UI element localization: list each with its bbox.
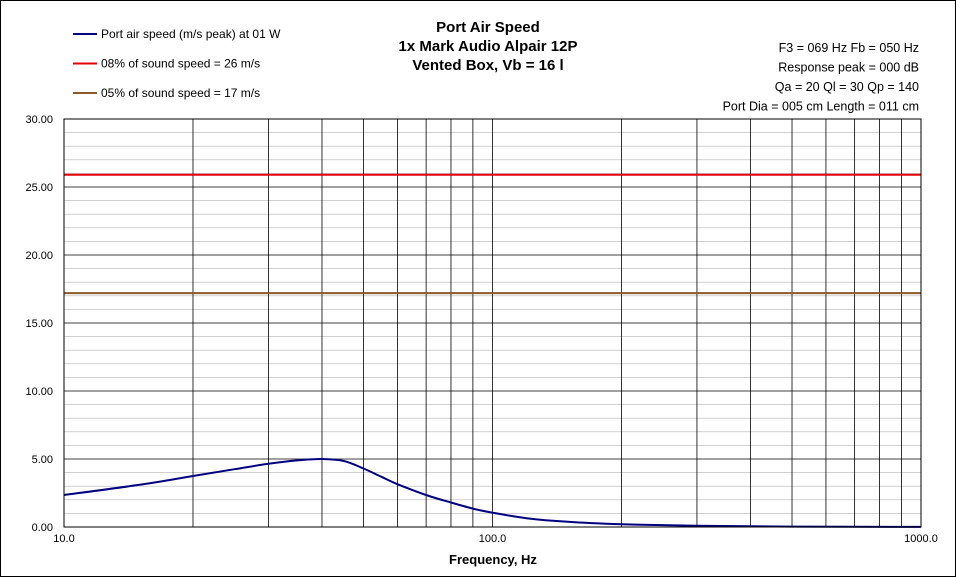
series-group xyxy=(63,173,922,528)
x-tick-label: 100.0 xyxy=(479,533,507,545)
series-line-0 xyxy=(63,457,922,528)
y-tick-label: 25.00 xyxy=(25,182,53,194)
annotation-line: Port Dia = 005 cm Length = 011 cm xyxy=(723,100,919,114)
x-tick-label: 10.0 xyxy=(53,533,74,545)
legend-label-1: 08% of sound speed = 26 m/s xyxy=(101,57,260,71)
legend: Port air speed (m/s peak) at 01 W 08% of … xyxy=(73,27,281,100)
y-tick-label: 0.00 xyxy=(32,522,53,534)
x-tick-label: 1000.0 xyxy=(904,533,938,545)
x-axis-title: Frequency, Hz xyxy=(449,552,537,567)
chart-title-line-2: 1x Mark Audio Alpair 12P xyxy=(399,38,578,55)
y-tick-label: 30.00 xyxy=(25,114,53,126)
annotation-line: Response peak = 000 dB xyxy=(778,61,919,75)
x-tick-labels: 10.0 100.0 1000.0 xyxy=(53,533,938,545)
y-tick-label: 10.00 xyxy=(25,386,53,398)
plot-area xyxy=(63,118,922,528)
legend-label-0: Port air speed (m/s peak) at 01 W xyxy=(101,27,281,41)
legend-label-2: 05% of sound speed = 17 m/s xyxy=(101,86,260,100)
annotations: F3 = 069 Hz Fb = 050 Hz Response peak = 0… xyxy=(723,41,919,114)
y-tick-label: 15.00 xyxy=(25,318,53,330)
grid xyxy=(64,119,921,527)
y-tick-label: 5.00 xyxy=(32,454,53,466)
chart-title-line-3: Vented Box, Vb = 16 l xyxy=(412,57,563,74)
y-tick-labels: 0.00 5.00 10.00 15.00 20.00 25.00 30.00 xyxy=(25,114,53,534)
annotation-line: F3 = 069 Hz Fb = 050 Hz xyxy=(779,41,919,55)
annotation-line: Qa = 20 Ql = 30 Qp = 140 xyxy=(775,80,919,94)
chart-title-line-1: Port Air Speed xyxy=(436,19,540,36)
y-tick-label: 20.00 xyxy=(25,250,53,262)
